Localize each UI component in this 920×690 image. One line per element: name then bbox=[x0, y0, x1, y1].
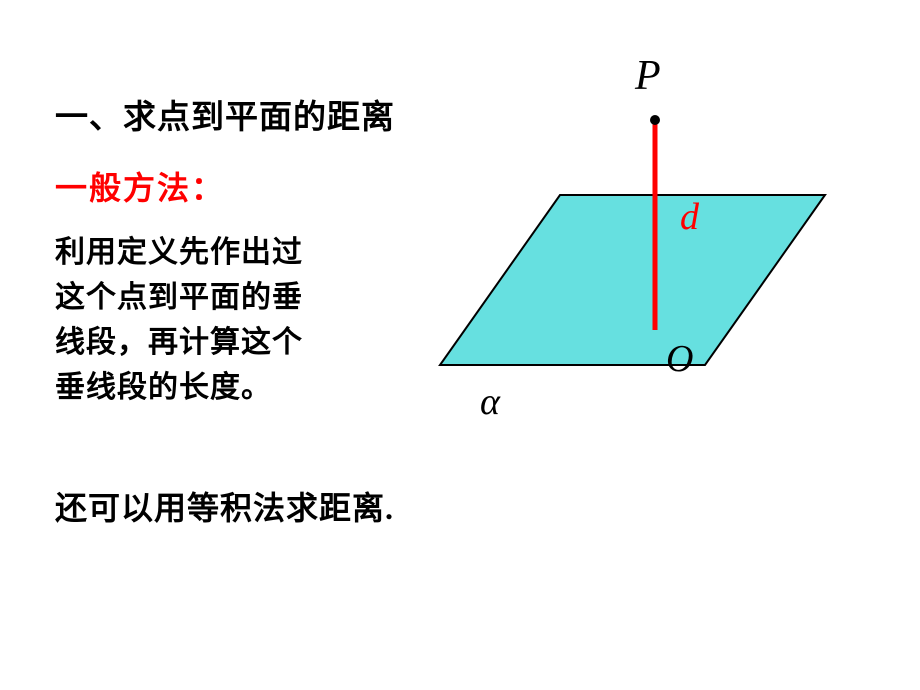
alternate-method-note: 还可以用等积法求距离. bbox=[55, 483, 394, 529]
label-distance-d: d bbox=[680, 195, 699, 239]
method-label: 一般方法： bbox=[55, 163, 225, 209]
label-point-o: O bbox=[666, 337, 693, 381]
plane-distance-diagram bbox=[375, 60, 905, 460]
method-description: 利用定义先作出过 这个点到平面的垂 线段，再计算这个 垂线段的长度。 bbox=[55, 230, 365, 410]
section-heading: 一、求点到平面的距离 bbox=[55, 90, 395, 138]
label-plane-alpha: α bbox=[480, 380, 500, 424]
plane-alpha bbox=[440, 195, 825, 365]
label-point-p: P bbox=[635, 52, 661, 100]
point-p-dot bbox=[650, 115, 660, 125]
